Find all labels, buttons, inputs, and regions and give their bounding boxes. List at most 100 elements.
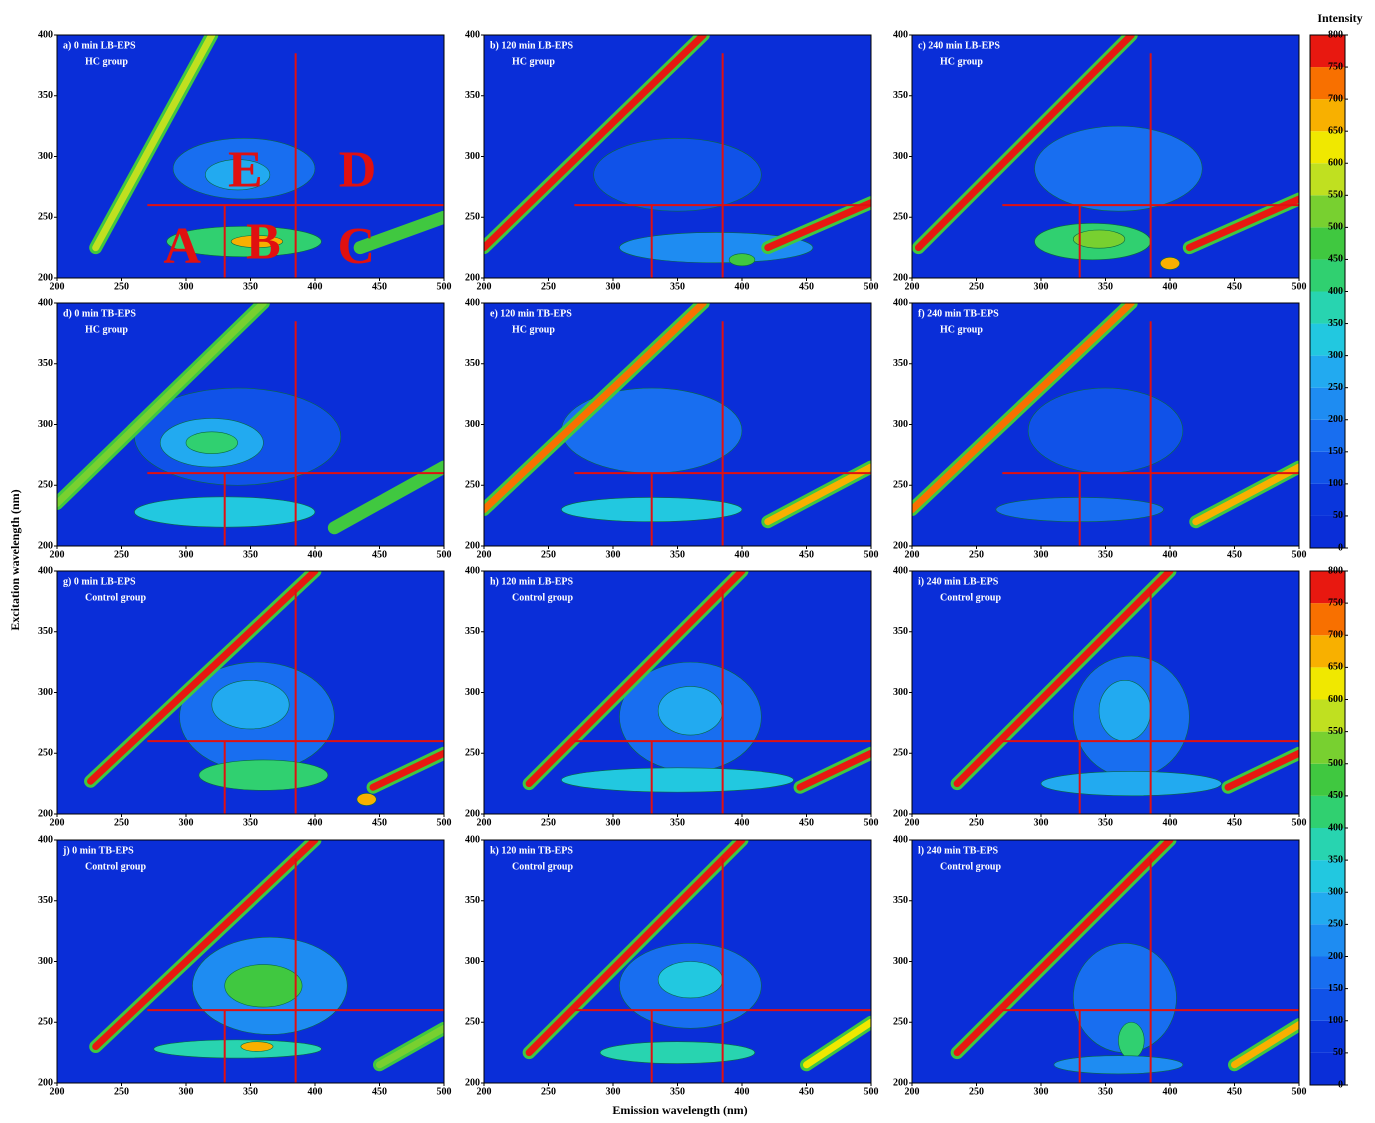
contour-blob [225,965,302,1008]
y-tick-label: 250 [38,212,53,223]
y-tick-label: 300 [38,419,53,430]
colorbar-tick-label: 250 [1328,382,1343,393]
x-tick-label: 400 [308,281,323,292]
x-tick-label: 300 [1034,549,1049,560]
y-tick-label: 350 [893,90,908,101]
x-tick-label: 300 [179,1086,194,1097]
y-tick-label: 200 [465,540,480,551]
contour-blob [1099,680,1151,741]
panel-subtitle: Control group [85,592,146,603]
colorbar-tick-label: 600 [1328,158,1343,169]
x-tick-label: 500 [864,817,879,828]
y-tick-label: 300 [893,687,908,698]
y-tick-label: 300 [465,956,480,967]
panel-title: l) 240 min TB-EPS [918,845,999,856]
y-tick-label: 350 [38,626,53,637]
y-tick-label: 400 [465,297,480,308]
x-tick-label: 450 [1227,817,1242,828]
x-tick-label: 350 [670,281,685,292]
x-tick-label: 400 [1163,1086,1178,1097]
x-tick-label: 300 [606,281,621,292]
contour-blob [212,680,289,729]
y-tick-label: 350 [893,358,908,369]
y-tick-label: 200 [893,540,908,551]
y-tick-label: 400 [893,297,908,308]
colorbar-title: Intensity [1317,11,1362,25]
x-tick-label: 400 [735,549,750,560]
x-tick-label: 250 [114,1086,129,1097]
panel-title: j) 0 min TB-EPS [62,845,134,856]
y-tick-label: 200 [893,272,908,283]
x-tick-label: 300 [1034,281,1049,292]
y-tick-label: 400 [465,565,480,576]
colorbar-tick-label: 550 [1328,190,1343,201]
y-tick-label: 250 [893,1017,908,1028]
panel-subtitle: HC group [512,324,555,335]
panel-subtitle: HC group [85,324,128,335]
panel-title: k) 120 min TB-EPS [490,845,573,856]
y-tick-label: 400 [893,834,908,845]
region-label: B [246,213,281,270]
y-tick-label: 250 [465,212,480,223]
panel-title: i) 240 min LB-EPS [918,576,999,587]
panel-title: b) 120 min LB-EPS [490,40,574,51]
panel-subtitle: HC group [85,56,128,67]
x-tick-label: 350 [1098,549,1113,560]
y-tick-label: 400 [38,29,53,40]
y-tick-label: 200 [893,808,908,819]
y-tick-label: 350 [38,895,53,906]
contour-blob [658,962,723,998]
y-tick-label: 200 [893,1077,908,1088]
contour-blob [199,760,328,790]
panel [57,303,444,546]
colorbar-tick-label: 150 [1328,446,1343,457]
x-tick-label: 500 [437,549,452,560]
contour-blob [1118,1022,1144,1058]
panel-subtitle: Control group [512,861,573,872]
y-tick-label: 300 [38,687,53,698]
colorbar-tick-label: 550 [1328,726,1343,737]
colorbar-tick-label: 50 [1333,1047,1343,1058]
panel [912,303,1299,546]
panel-subtitle: Control group [512,592,573,603]
y-tick-label: 300 [465,687,480,698]
x-tick-label: 500 [1292,817,1307,828]
panel [912,571,1299,814]
x-tick-label: 300 [1034,1086,1049,1097]
colorbar-tick-label: 100 [1328,1015,1343,1026]
panel [57,571,444,814]
y-tick-label: 300 [38,151,53,162]
x-tick-label: 250 [114,817,129,828]
panel-title: d) 0 min TB-EPS [63,308,136,319]
colorbar-tick-label: 250 [1328,919,1343,930]
contour-blob [1035,126,1203,211]
contour-blob [1041,771,1222,795]
region-label: C [337,218,375,275]
panel [484,840,871,1083]
x-tick-label: 250 [969,549,984,560]
colorbar-tick-label: 500 [1328,758,1343,769]
y-tick-label: 400 [893,565,908,576]
colorbar-tick-label: 350 [1328,318,1343,329]
x-tick-label: 400 [735,281,750,292]
contour-blob [1054,1056,1183,1074]
x-tick-label: 450 [799,1086,814,1097]
x-tick-label: 300 [179,817,194,828]
x-tick-label: 350 [243,817,258,828]
y-tick-label: 200 [465,272,480,283]
panel-subtitle: Control group [940,861,1001,872]
x-tick-label: 250 [541,281,556,292]
y-tick-label: 350 [893,895,908,906]
x-tick-label: 400 [1163,281,1178,292]
x-tick-label: 450 [1227,281,1242,292]
panel-subtitle: Control group [85,861,146,872]
y-tick-label: 200 [38,540,53,551]
panel-title: a) 0 min LB-EPS [63,40,136,51]
y-tick-label: 250 [38,480,53,491]
colorbar-tick-label: 50 [1333,510,1343,521]
colorbar-tick-label: 150 [1328,983,1343,994]
x-tick-label: 350 [243,549,258,560]
y-tick-label: 300 [893,419,908,430]
x-tick-label: 350 [1098,281,1113,292]
colorbar-tick-label: 200 [1328,414,1343,425]
